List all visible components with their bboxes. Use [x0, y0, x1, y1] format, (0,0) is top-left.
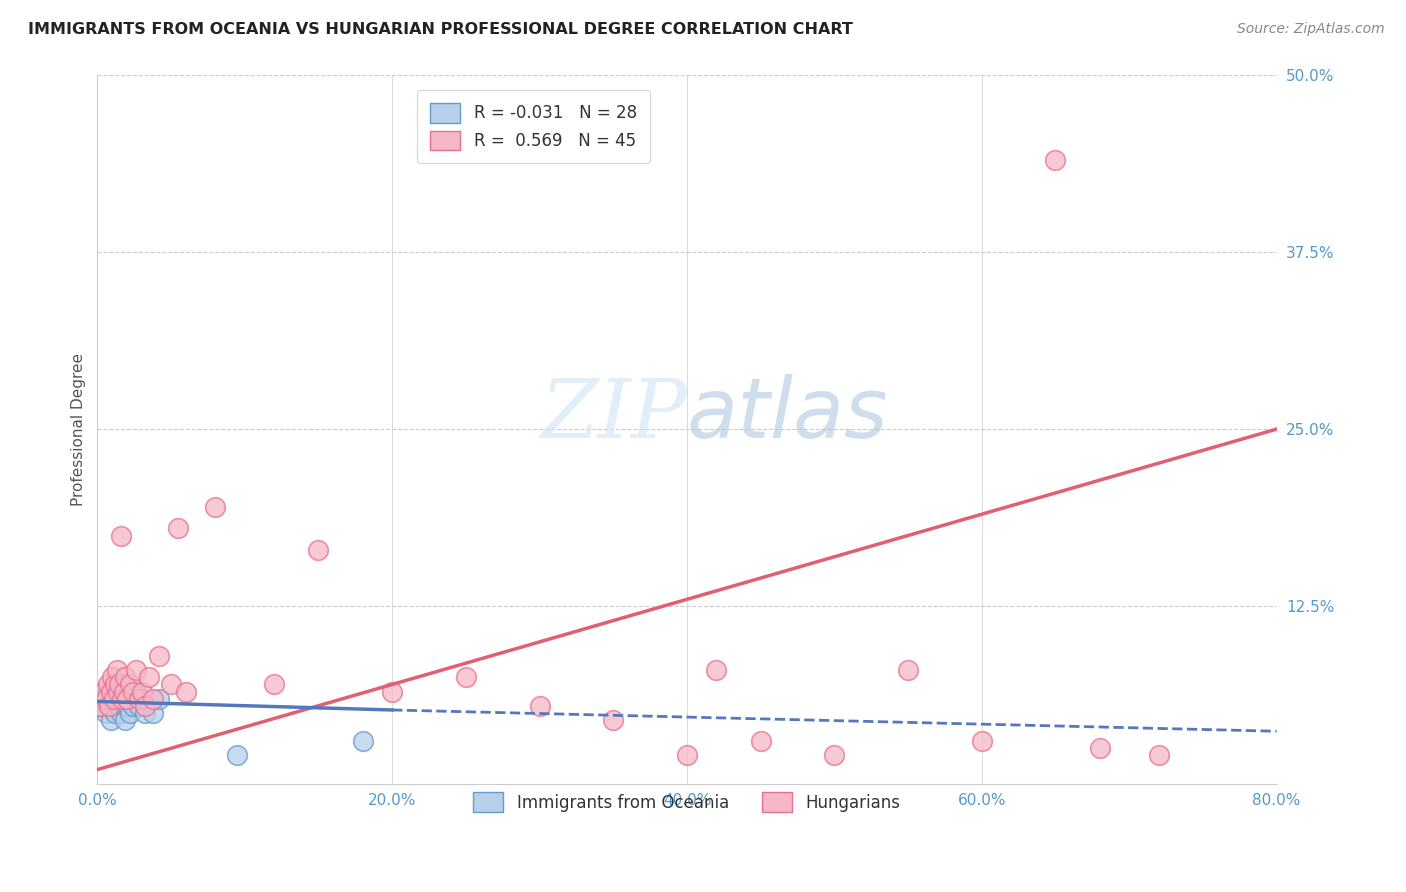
- Point: [105, 663, 128, 677]
- Point: [112, 698, 135, 713]
- Point: [118, 677, 141, 691]
- Point: [118, 706, 141, 720]
- Point: [128, 691, 150, 706]
- Point: [100, 713, 122, 727]
- Point: [307, 542, 329, 557]
- Point: [89, 698, 111, 713]
- Point: [706, 663, 728, 677]
- Point: [107, 684, 129, 698]
- Point: [121, 684, 143, 698]
- Point: [138, 670, 160, 684]
- Point: [124, 663, 146, 677]
- Point: [124, 684, 146, 698]
- Point: [97, 684, 120, 698]
- Point: [142, 691, 165, 706]
- Point: [1045, 153, 1067, 167]
- Point: [104, 677, 127, 691]
- Point: [148, 649, 170, 664]
- Text: ZIP: ZIP: [540, 375, 688, 455]
- Point: [96, 706, 118, 720]
- Point: [529, 698, 551, 713]
- Point: [897, 663, 920, 677]
- Point: [970, 734, 993, 748]
- Point: [108, 677, 131, 691]
- Point: [105, 691, 128, 706]
- Point: [1147, 748, 1170, 763]
- Point: [131, 691, 153, 706]
- Point: [160, 677, 183, 691]
- Point: [91, 684, 114, 698]
- Point: [111, 691, 134, 706]
- Point: [148, 691, 170, 706]
- Point: [134, 706, 156, 720]
- Point: [602, 713, 624, 727]
- Point: [103, 698, 125, 713]
- Point: [115, 698, 138, 713]
- Point: [117, 691, 139, 706]
- Point: [823, 748, 845, 763]
- Point: [96, 691, 118, 706]
- Legend: Immigrants from Oceania, Hungarians: Immigrants from Oceania, Hungarians: [460, 779, 914, 825]
- Point: [142, 706, 165, 720]
- Point: [114, 670, 136, 684]
- Point: [121, 698, 143, 713]
- Point: [101, 670, 124, 684]
- Point: [97, 677, 120, 691]
- Point: [115, 691, 138, 706]
- Point: [103, 691, 125, 706]
- Point: [381, 684, 404, 698]
- Point: [114, 713, 136, 727]
- Point: [204, 500, 226, 515]
- Point: [454, 670, 477, 684]
- Point: [111, 691, 134, 706]
- Point: [100, 684, 122, 698]
- Text: IMMIGRANTS FROM OCEANIA VS HUNGARIAN PROFESSIONAL DEGREE CORRELATION CHART: IMMIGRANTS FROM OCEANIA VS HUNGARIAN PRO…: [28, 22, 853, 37]
- Point: [89, 698, 111, 713]
- Point: [108, 698, 131, 713]
- Point: [91, 691, 114, 706]
- Point: [167, 521, 190, 535]
- Text: Source: ZipAtlas.com: Source: ZipAtlas.com: [1237, 22, 1385, 37]
- Point: [352, 734, 374, 748]
- Point: [128, 698, 150, 713]
- Point: [263, 677, 285, 691]
- Point: [676, 748, 699, 763]
- Point: [98, 698, 121, 713]
- Point: [104, 706, 127, 720]
- Text: atlas: atlas: [688, 375, 889, 456]
- Point: [98, 698, 121, 713]
- Point: [110, 528, 132, 542]
- Point: [226, 748, 249, 763]
- Point: [112, 684, 135, 698]
- Point: [101, 691, 124, 706]
- Point: [749, 734, 772, 748]
- Point: [107, 684, 129, 698]
- Point: [131, 684, 153, 698]
- Point: [174, 684, 197, 698]
- Point: [1088, 741, 1111, 756]
- Y-axis label: Professional Degree: Professional Degree: [72, 352, 86, 506]
- Point: [134, 698, 156, 713]
- Point: [110, 706, 132, 720]
